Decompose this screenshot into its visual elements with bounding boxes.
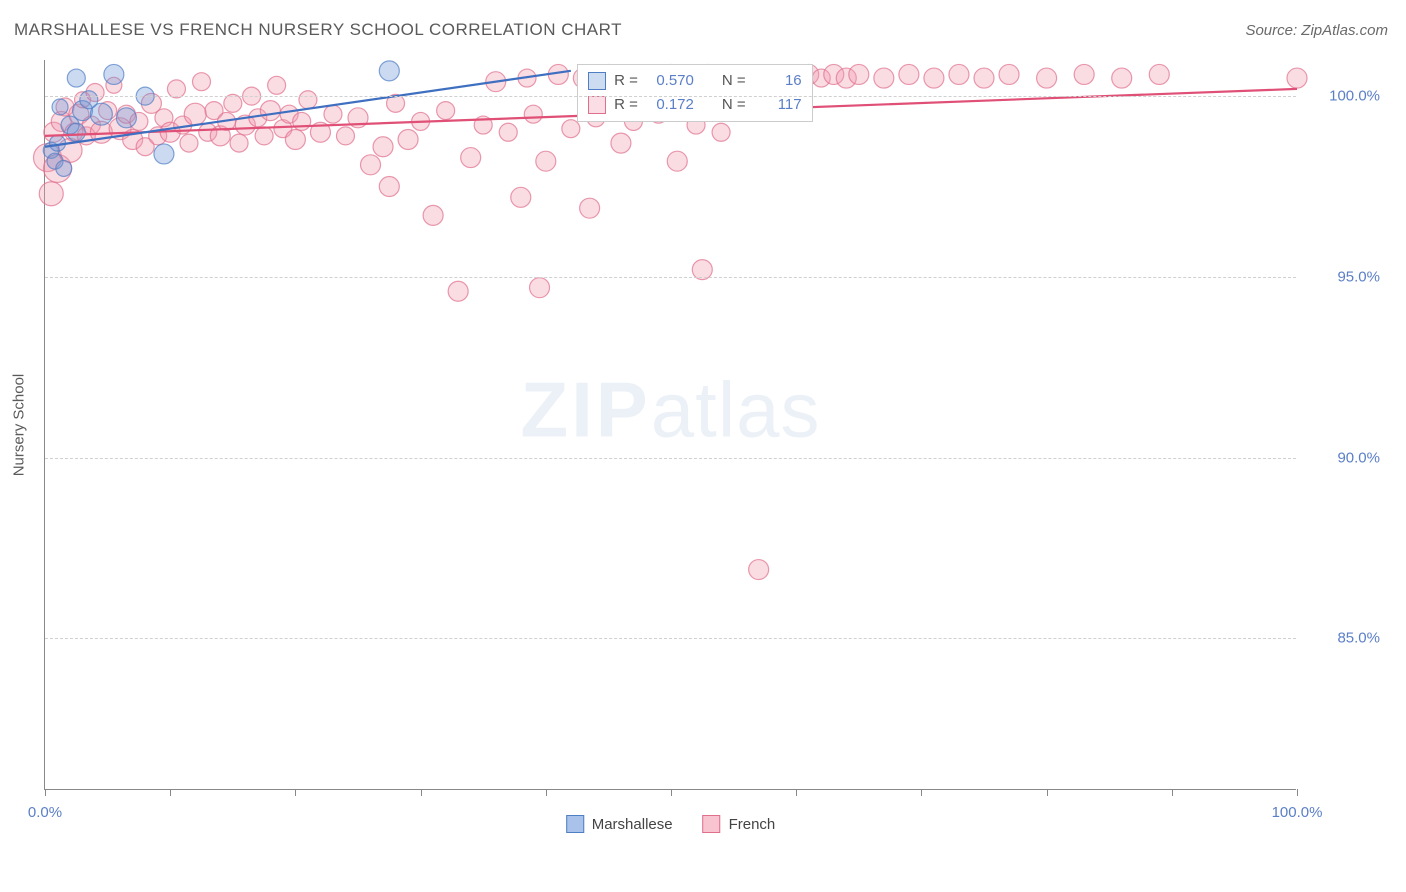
data-point [999, 64, 1019, 84]
data-point [104, 64, 124, 84]
y-tick-label: 90.0% [1304, 449, 1380, 466]
x-tick-label: 100.0% [1272, 804, 1323, 821]
data-point [974, 68, 994, 88]
data-point [1287, 68, 1307, 88]
data-point [536, 151, 556, 171]
data-point [562, 120, 580, 138]
x-tick-label: 0.0% [28, 804, 62, 821]
data-point [116, 108, 136, 128]
data-point [255, 127, 273, 145]
data-point [712, 123, 730, 141]
legend-bottom: Marshallese French [566, 815, 776, 833]
data-point [299, 91, 317, 109]
legend-stats: R = 0.570 N = 16 R = 0.172 N = 117 [577, 64, 813, 122]
data-point [511, 187, 531, 207]
data-point [611, 133, 631, 153]
x-tick [421, 789, 422, 796]
data-point [949, 64, 969, 84]
x-tick [671, 789, 672, 796]
data-point [154, 144, 174, 164]
data-point [437, 102, 455, 120]
data-point [1112, 68, 1132, 88]
stat-n-label: N = [722, 96, 746, 113]
data-point [67, 123, 85, 141]
legend-swatch [703, 815, 721, 833]
x-tick [796, 789, 797, 796]
x-tick [546, 789, 547, 796]
data-point [1074, 64, 1094, 84]
data-point [373, 137, 393, 157]
y-tick-label: 100.0% [1304, 88, 1380, 105]
gridline [45, 458, 1296, 459]
chart-title: MARSHALLESE VS FRENCH NURSERY SCHOOL COR… [14, 20, 622, 40]
x-tick [1172, 789, 1173, 796]
data-point [293, 112, 311, 130]
legend-swatch [566, 815, 584, 833]
legend-swatch [588, 96, 606, 114]
data-point [530, 278, 550, 298]
y-tick-label: 85.0% [1304, 630, 1380, 647]
data-point [379, 176, 399, 196]
legend-stat-row: R = 0.570 N = 16 [588, 69, 802, 93]
stat-r-label: R = [614, 96, 638, 113]
data-point [849, 64, 869, 84]
data-point [52, 99, 68, 115]
plot-area: Nursery School ZIPatlas R =0.570N =16R =… [44, 60, 1296, 790]
stat-n-value: 16 [754, 72, 802, 89]
y-axis-label: Nursery School [11, 373, 28, 476]
data-point [260, 101, 280, 121]
data-point [899, 64, 919, 84]
data-point [423, 205, 443, 225]
data-point [1149, 64, 1169, 84]
gridline [45, 638, 1296, 639]
x-tick [295, 789, 296, 796]
x-tick [1297, 789, 1298, 796]
x-tick [921, 789, 922, 796]
gridline [45, 277, 1296, 278]
x-tick [170, 789, 171, 796]
data-point [580, 198, 600, 218]
data-point [461, 148, 481, 168]
stat-n-label: N = [722, 72, 746, 89]
data-point [499, 123, 517, 141]
data-point [1037, 68, 1057, 88]
data-point [39, 182, 63, 206]
stat-r-label: R = [614, 72, 638, 89]
data-point [398, 130, 418, 150]
stat-n-value: 117 [754, 96, 802, 113]
data-point [184, 103, 206, 125]
x-tick [45, 789, 46, 796]
stat-r-value: 0.172 [646, 96, 694, 113]
data-point [324, 105, 342, 123]
data-point [361, 155, 381, 175]
legend-swatch [588, 72, 606, 90]
data-point [336, 127, 354, 145]
data-point [667, 151, 687, 171]
y-tick-label: 95.0% [1304, 268, 1380, 285]
legend-item: French [703, 815, 776, 833]
data-point [193, 73, 211, 91]
data-point [230, 134, 248, 152]
data-point [285, 130, 305, 150]
chart-svg [45, 60, 1296, 789]
data-point [874, 68, 894, 88]
data-point [67, 69, 85, 87]
legend-label: Marshallese [592, 816, 673, 833]
data-point [268, 76, 286, 94]
x-tick [1047, 789, 1048, 796]
data-point [448, 281, 468, 301]
data-point [924, 68, 944, 88]
data-point [90, 103, 112, 125]
data-point [524, 105, 542, 123]
data-point [180, 134, 198, 152]
stat-r-value: 0.570 [646, 72, 694, 89]
legend-label: French [729, 816, 776, 833]
gridline [45, 96, 1296, 97]
legend-item: Marshallese [566, 815, 673, 833]
data-point [749, 560, 769, 580]
data-point [379, 61, 399, 81]
chart-source: Source: ZipAtlas.com [1245, 22, 1388, 39]
data-point [56, 160, 72, 176]
